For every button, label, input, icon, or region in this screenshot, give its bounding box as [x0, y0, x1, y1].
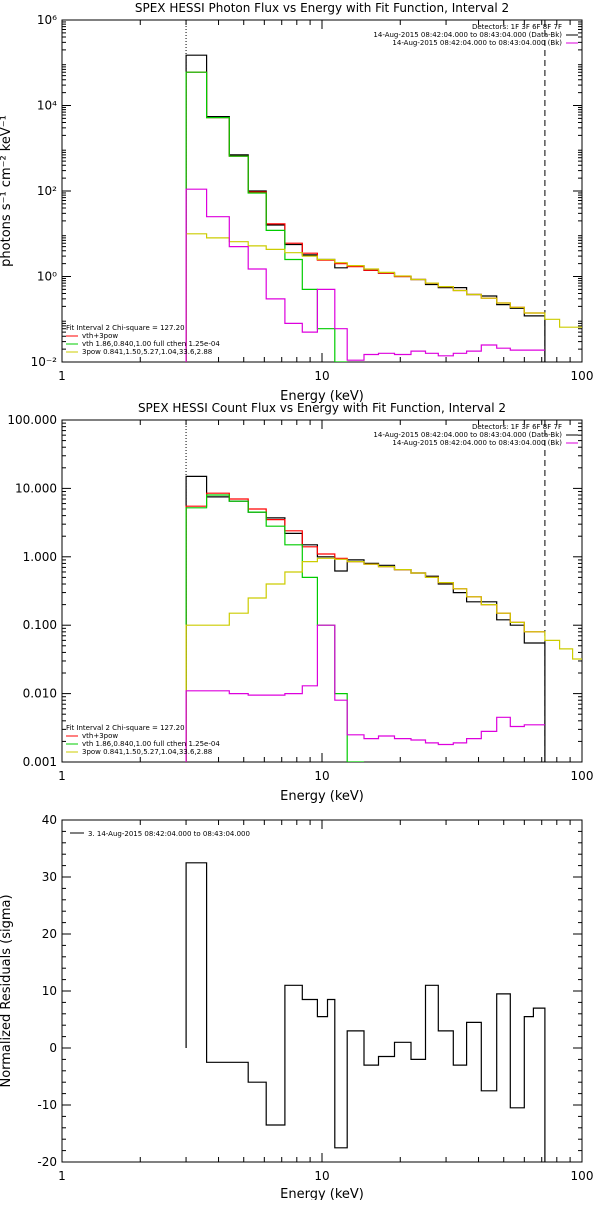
chart-title: SPEX HESSI Photon Flux vs Energy with Fi… [135, 1, 509, 15]
x-tick-label: 1 [58, 369, 66, 383]
fit-legend-entry: Fit Interval 2 Chi-square = 127.20 [66, 324, 185, 332]
x-axis-label: Energy (keV) [280, 389, 364, 404]
fit-legend-entry: vth 1.86,0.840,1.00 full cthen 1.25e-04 [82, 740, 220, 748]
x-tick-label: 10 [314, 369, 329, 383]
series-residuals-line [185, 862, 546, 1162]
fit-legend-entry: Fit Interval 2 Chi-square = 127.20 [66, 724, 185, 732]
fit-legend-entry: vth+3pow [82, 732, 118, 740]
y-tick-label: 10.000 [15, 481, 57, 495]
y-tick-label: 10² [37, 184, 57, 198]
chart-title: SPEX HESSI Count Flux vs Energy with Fit… [138, 401, 506, 415]
residual-legend-label: 3. 14-Aug-2015 08:42:04.000 to 08:43:04.… [88, 830, 250, 838]
y-tick-label: 40 [42, 813, 57, 827]
fit-legend-entry: 3pow 0.841,1.50,5.27,1.04,33.6,2.88 [82, 348, 212, 356]
y-tick-label: 10⁻² [31, 355, 58, 369]
series-group [185, 475, 582, 762]
header-line: 14-Aug-2015 08:42:04.000 to 08:43:04.000… [373, 31, 562, 39]
series-bk-line [185, 624, 545, 762]
fit-legend-entry: vth 1.86,0.840,1.00 full cthen 1.25e-04 [82, 340, 220, 348]
series-bk-line [185, 188, 545, 362]
series-3pow-line [185, 557, 582, 762]
fit-legend-entry: 3pow 0.841,1.50,5.27,1.04,33.6,2.88 [82, 748, 212, 756]
y-tick-label: -20 [37, 1155, 57, 1169]
fit-legend-entry: vth+3pow [82, 332, 118, 340]
x-axis-label: Energy (keV) [280, 789, 364, 804]
series-3pow-line [185, 233, 582, 362]
x-tick-label: 10 [314, 1169, 329, 1183]
series-data-bk-line [185, 475, 546, 762]
x-tick-label: 1 [58, 769, 66, 783]
count-flux-panel: SPEX HESSI Count Flux vs Energy with Fit… [7, 401, 593, 804]
y-tick-label: 20 [42, 927, 57, 941]
y-axis-label: photons s⁻¹ cm⁻² keV⁻¹ [0, 115, 14, 267]
y-tick-label: 0.010 [23, 687, 57, 701]
y-tick-label: 100.000 [7, 413, 57, 427]
series-vth-line [185, 494, 364, 762]
y-tick-label: 30 [42, 870, 57, 884]
x-tick-label: 1 [58, 1169, 66, 1183]
x-tick-label: 100 [571, 369, 594, 383]
photon-flux-panel: SPEX HESSI Photon Flux vs Energy with Fi… [0, 1, 593, 404]
plot-frame [61, 819, 583, 1163]
y-axis-label: Normalized Residuals (sigma) [0, 894, 14, 1087]
x-tick-label: 100 [571, 769, 594, 783]
y-tick-label: 10⁰ [37, 270, 57, 284]
y-tick-label: 0 [49, 1041, 57, 1055]
series-group [185, 862, 546, 1162]
y-tick-label: 10⁶ [37, 13, 57, 27]
y-tick-label: 0.100 [23, 618, 57, 632]
series-vth-3pow-line [185, 71, 545, 362]
y-tick-label: 10 [42, 984, 57, 998]
series-data-bk-line [185, 54, 546, 362]
header-line: 14-Aug-2015 08:42:04.000 to 08:43:04.000… [392, 39, 562, 47]
header-line: 14-Aug-2015 08:42:04.000 to 08:43:04.000… [392, 439, 562, 447]
header-line: Detectors: 1F 3F 6F 8F 7F [472, 423, 562, 431]
series-group [185, 54, 582, 362]
y-tick-label: 10⁴ [37, 99, 57, 113]
y-tick-label: 1.000 [23, 550, 57, 564]
x-tick-label: 10 [314, 769, 329, 783]
plot-frame [61, 19, 583, 363]
series-vth-3pow-line [185, 492, 545, 762]
y-tick-label: 0.001 [23, 755, 57, 769]
plot-frame [61, 419, 583, 763]
header-line: Detectors: 1F 3F 6F 8F 7F [472, 23, 562, 31]
residuals-panel: Energy (keV) Normalized Residuals (sigma)… [0, 813, 594, 1202]
header-line: 14-Aug-2015 08:42:04.000 to 08:43:04.000… [373, 431, 562, 439]
x-tick-label: 100 [571, 1169, 594, 1183]
x-axis-label: Energy (keV) [280, 1187, 364, 1200]
y-tick-label: -10 [37, 1098, 57, 1112]
